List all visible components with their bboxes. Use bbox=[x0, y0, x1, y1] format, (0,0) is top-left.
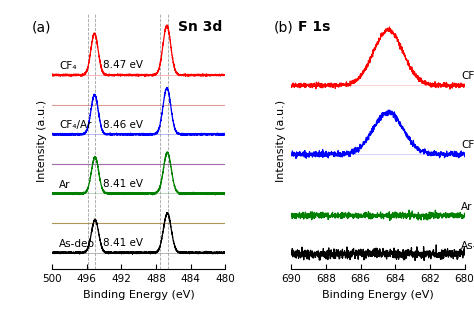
Text: 8.41 eV: 8.41 eV bbox=[103, 238, 143, 248]
Text: Ar: Ar bbox=[59, 180, 71, 190]
X-axis label: Binding Energy (eV): Binding Energy (eV) bbox=[322, 290, 434, 300]
Text: 8.46 eV: 8.46 eV bbox=[103, 120, 143, 130]
Text: Sn 3d: Sn 3d bbox=[178, 20, 222, 34]
Text: 8.41 eV: 8.41 eV bbox=[103, 179, 143, 189]
Text: CF₄/Ar: CF₄/Ar bbox=[461, 140, 474, 150]
Text: CF₄: CF₄ bbox=[461, 71, 474, 81]
Text: F 1s: F 1s bbox=[298, 20, 330, 34]
Y-axis label: Intensity (a.u.): Intensity (a.u.) bbox=[36, 100, 46, 182]
Y-axis label: Intensity (a.u.): Intensity (a.u.) bbox=[276, 100, 286, 182]
Text: (a): (a) bbox=[31, 20, 51, 34]
Text: CF₄/Ar: CF₄/Ar bbox=[59, 120, 91, 130]
Text: (b): (b) bbox=[274, 20, 294, 34]
Text: CF₄: CF₄ bbox=[59, 61, 77, 71]
Text: As-dep: As-dep bbox=[59, 239, 95, 249]
Text: Ar: Ar bbox=[461, 203, 473, 213]
Text: As-dep: As-dep bbox=[461, 241, 474, 251]
X-axis label: Binding Energy (eV): Binding Energy (eV) bbox=[83, 290, 195, 300]
Text: 8.47 eV: 8.47 eV bbox=[103, 60, 143, 70]
